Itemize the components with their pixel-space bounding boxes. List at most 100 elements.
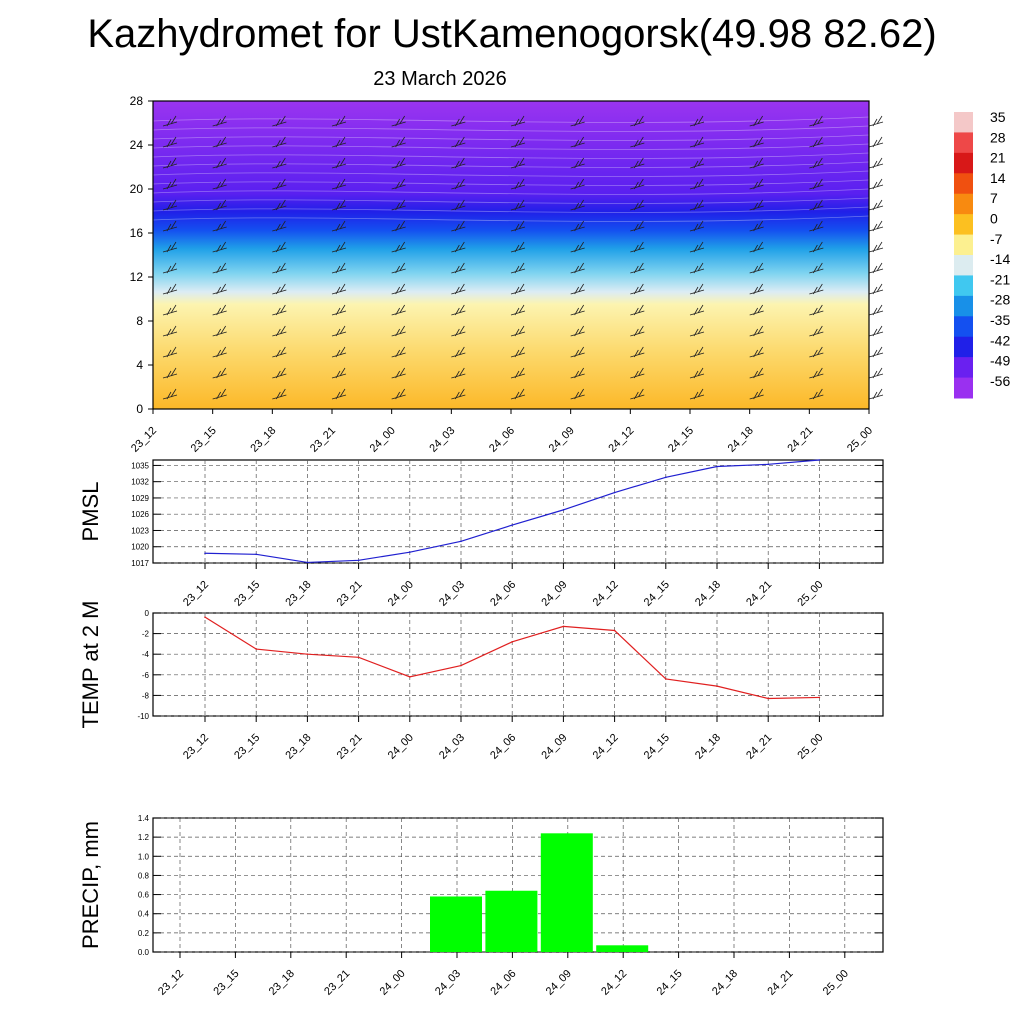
wind-barb [630, 388, 645, 400]
wind-barb [749, 178, 764, 190]
x-tick-label: 24_18 [693, 732, 723, 762]
y-tick-label: 28 [130, 94, 144, 108]
y-axis-label: PRECIP, mm [78, 821, 103, 949]
colorbar-swatch [954, 295, 973, 317]
x-tick-label: 23_12 [181, 732, 211, 762]
wind-barb [451, 199, 466, 211]
x-tick-label: 24_12 [606, 425, 636, 455]
contour-line [152, 161, 870, 168]
y-tick-label: 1.0 [138, 852, 150, 861]
colorbar-swatch [954, 132, 973, 154]
contour-line [152, 215, 870, 222]
wind-barb [391, 283, 406, 295]
y-tick-label: 1020 [131, 543, 149, 552]
series-point [255, 553, 257, 556]
wind-barb [331, 388, 347, 400]
colorbar-swatch [954, 112, 973, 133]
contour-line [152, 170, 870, 177]
series-point [511, 641, 513, 643]
x-tick-label: 23_21 [322, 968, 352, 998]
wind-barb [570, 241, 585, 253]
wind-barb [689, 220, 705, 232]
x-tick-label: 25_00 [821, 968, 851, 998]
colorbar-label: -49 [990, 353, 1010, 369]
wind-barb [689, 178, 705, 190]
x-tick-label: 25_00 [845, 425, 875, 455]
wind-barb [868, 304, 884, 316]
wind-barb [331, 262, 347, 274]
y-axis-label: PMSL [78, 482, 103, 542]
x-tick-label: 24_03 [437, 732, 467, 762]
wind-barb [451, 283, 466, 295]
colorbar-swatch [954, 173, 973, 195]
wind-barb [451, 325, 466, 337]
x-tick-label: 24_03 [427, 425, 457, 455]
wind-barb [510, 325, 526, 337]
x-tick-label: 24_12 [591, 579, 621, 609]
contour-line [152, 125, 870, 132]
series-point [613, 629, 616, 632]
wind-barb [272, 304, 287, 316]
wind-barb [451, 388, 466, 400]
wind-barb [272, 388, 287, 400]
x-tick-label: 24_21 [765, 968, 795, 998]
wind-barb [162, 220, 178, 232]
wind-barb [749, 262, 764, 274]
wind-barb [689, 241, 705, 253]
wind-barb [809, 220, 824, 232]
pmsl-panel: 1017 1020 1023 1026 1029 1032 1035 23_12 23_15 23… [78, 459, 884, 609]
y-tick-label: -6 [142, 671, 150, 680]
wind-barb [212, 367, 227, 379]
wind-barb [331, 283, 347, 295]
colorbar-label: -35 [990, 312, 1010, 328]
wind-barb [162, 262, 178, 274]
series-point [409, 551, 411, 553]
wind-barb [510, 136, 526, 148]
wind-barb [212, 115, 227, 127]
wind-barb [272, 241, 287, 253]
panel-frame [152, 459, 884, 564]
x-tick-label: 24_06 [488, 579, 518, 609]
colorbar-swatch [954, 377, 973, 399]
colorbar-label: -7 [990, 231, 1003, 247]
wind-barb [749, 241, 764, 253]
wind-barb [212, 304, 227, 316]
series-point [306, 653, 309, 655]
colorbar-swatch [954, 255, 973, 276]
x-tick-label: 24_00 [386, 579, 416, 609]
wind-barb [212, 388, 227, 400]
colorbar-swatch [954, 336, 973, 358]
y-tick-label: 1029 [131, 494, 149, 503]
wind-barb [749, 346, 764, 358]
x-tick-label: 23_12 [181, 579, 211, 609]
y-tick-label: 0.6 [138, 891, 150, 900]
x-tick-label: 24_21 [744, 732, 774, 762]
wind-barb [570, 262, 585, 274]
wind-barb [162, 325, 178, 337]
wind-barb [689, 262, 705, 274]
x-tick-label: 24_12 [591, 732, 621, 762]
colorbar-swatch [954, 214, 973, 236]
wind-barb [570, 346, 585, 358]
wind-barb [630, 367, 645, 379]
wind-barb [162, 199, 178, 211]
wind-barb [162, 388, 178, 400]
x-tick-label: 24_06 [488, 968, 518, 998]
wind-barb [212, 199, 227, 211]
wind-barb [809, 157, 824, 169]
x-tick-label: 24_00 [378, 968, 408, 998]
wind-barb [162, 136, 178, 148]
y-tick-label: 12 [130, 270, 144, 284]
series-point [665, 678, 667, 680]
wind-barb [749, 157, 764, 169]
colorbar: 35 28 21 14 7 0 -7 -14 -21 -28 -35 -42 -49 -56 [954, 109, 1010, 399]
wind-barb [868, 325, 884, 337]
y-tick-label: 20 [130, 182, 144, 196]
wind-barb [451, 367, 466, 379]
wind-barb [162, 367, 178, 379]
contour-line [152, 134, 870, 141]
y-tick-label: 0.0 [138, 948, 150, 957]
bar [540, 833, 593, 952]
wind-barb [272, 136, 287, 148]
temperature-cross-section: 0 4 8 12 16 20 24 28 23_12 23_15 23_18 23_21 24_00 24… [129, 94, 884, 455]
